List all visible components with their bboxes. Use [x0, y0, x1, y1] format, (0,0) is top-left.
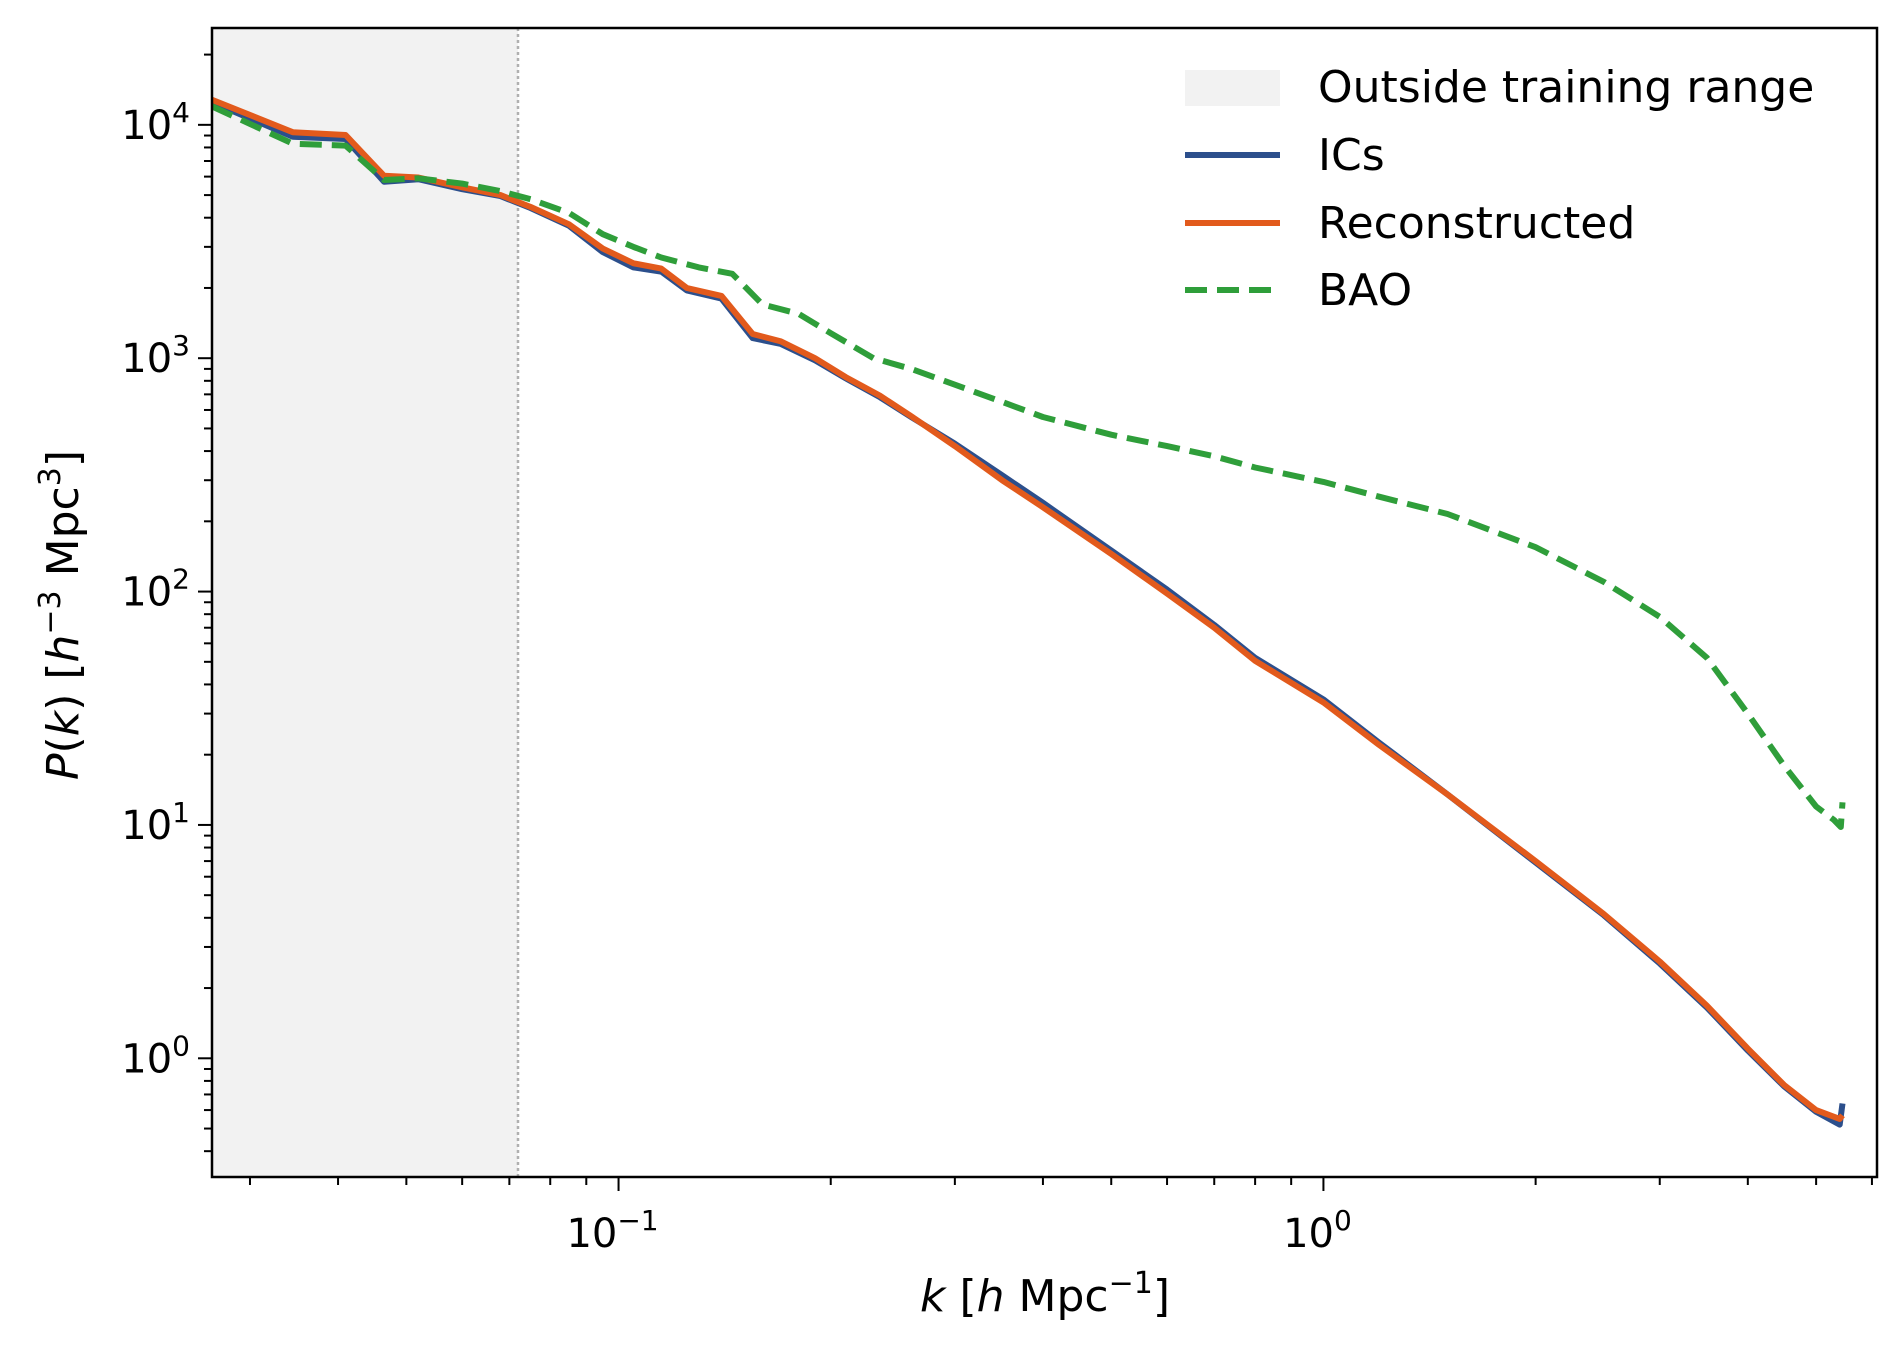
- y-tick-label: 101: [121, 796, 190, 849]
- x-tick-label: 100: [1283, 1204, 1352, 1257]
- y-axis-label: P(k) [h−3 Mpc3]: [33, 450, 89, 780]
- training-range-shade: [212, 28, 518, 1177]
- y-tick-label: 104: [121, 96, 190, 149]
- legend-swatch-outside-training: [1185, 70, 1280, 106]
- tick-layer: 10−1 100 100 101 102 103 104: [121, 53, 1873, 1257]
- plot-frame: [210, 26, 1879, 1179]
- series-line-reconstructed: [212, 97, 1845, 1122]
- series-line-bao: [212, 103, 1846, 830]
- x-tick-label: 10−1: [566, 1204, 658, 1257]
- legend-label-reconstructed: Reconstructed: [1318, 198, 1635, 249]
- y-tick-label: 103: [121, 329, 190, 382]
- legend-label-outside-training: Outside training range: [1318, 62, 1814, 113]
- x-axis-label: k [h Mpc−1]: [920, 1266, 1170, 1322]
- legend-label-ics: ICs: [1318, 130, 1385, 181]
- y-tick-label: 100: [121, 1029, 190, 1082]
- legend-label-bao: BAO: [1318, 265, 1412, 316]
- y-tick-label: 102: [121, 563, 190, 616]
- series-layer: [212, 97, 1846, 1128]
- legend: Outside training range ICs Reconstructed…: [1185, 62, 1814, 316]
